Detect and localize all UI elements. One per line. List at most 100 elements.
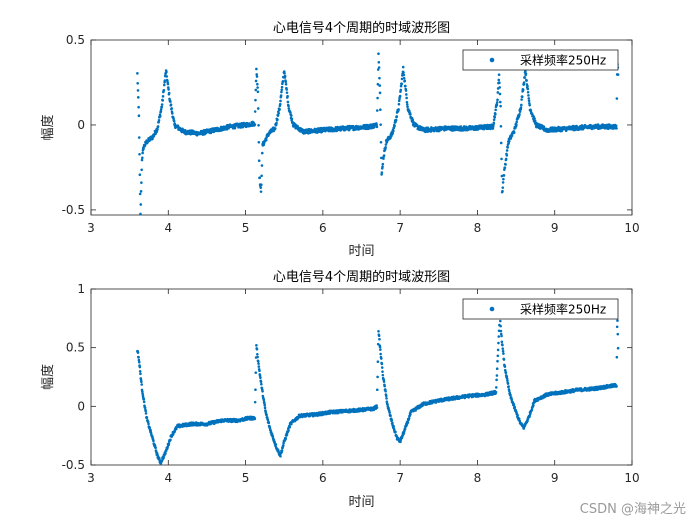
- top-data-point: [405, 100, 409, 104]
- top-data-point: [233, 126, 237, 130]
- top-data-point: [498, 81, 501, 85]
- top-data-point: [501, 189, 504, 193]
- top-data-point: [377, 66, 381, 69]
- top-data-point: [378, 84, 382, 87]
- bottom-data-point: [262, 398, 266, 402]
- top-data-point: [507, 141, 510, 145]
- top-data-point: [494, 108, 497, 112]
- bottom-data-point: [257, 362, 260, 365]
- top-chart-title: 心电信号4个周期的时域波形图: [273, 20, 450, 36]
- bottom-data-point: [268, 426, 272, 430]
- bottom-data-point: [376, 360, 380, 363]
- top-data-point: [506, 146, 510, 149]
- bottom-data-point: [377, 334, 381, 338]
- top-data-point: [276, 118, 279, 121]
- top-data-point: [260, 164, 264, 167]
- top-x-tick-label: 6: [319, 221, 327, 235]
- bottom-data-point: [507, 385, 510, 388]
- top-data-point: [520, 103, 523, 107]
- top-data-point: [260, 183, 263, 187]
- top-data-point: [522, 83, 526, 86]
- bottom-data-point: [254, 371, 258, 374]
- top-data-point: [526, 87, 530, 91]
- top-data-point: [402, 73, 406, 77]
- bottom-data-point: [380, 362, 384, 366]
- top-data-point: [318, 129, 322, 132]
- bottom-data-point: [409, 413, 412, 416]
- top-data-point: [166, 82, 170, 86]
- top-data-point: [515, 120, 518, 124]
- top-data-point: [505, 154, 509, 157]
- top-data-point: [275, 121, 278, 125]
- top-data-point: [257, 159, 261, 163]
- bottom-data-point: [375, 404, 378, 407]
- top-data-point: [141, 151, 144, 155]
- top-data-point: [254, 98, 257, 102]
- bottom-y-tick-label: 0.5: [66, 341, 85, 355]
- bottom-data-point: [383, 384, 386, 388]
- bottom-data-point: [263, 401, 266, 405]
- bottom-data-point: [385, 397, 388, 400]
- top-data-point: [515, 123, 518, 127]
- bottom-legend-label: 采样频率250Hz: [520, 302, 606, 317]
- top-data-point: [528, 101, 531, 105]
- bottom-data-point: [499, 332, 503, 336]
- top-data-point: [258, 176, 262, 179]
- bottom-data-point: [388, 411, 391, 414]
- top-legend-label: 采样频率250Hz: [520, 53, 606, 68]
- top-data-point: [257, 123, 260, 127]
- top-data-point: [253, 110, 257, 113]
- top-data-point: [406, 105, 409, 109]
- top-data-point: [139, 203, 143, 206]
- top-data-point: [260, 174, 263, 178]
- bottom-data-point: [382, 380, 386, 383]
- bottom-data-point: [391, 421, 394, 425]
- top-x-tick-label: 3: [87, 221, 95, 235]
- top-data-point: [138, 173, 142, 176]
- top-data-point: [256, 86, 259, 89]
- bottom-legend-box: [462, 298, 619, 320]
- bottom-data-point: [255, 344, 258, 347]
- bottom-data-point: [169, 438, 172, 442]
- bottom-chart-title: 心电信号4个周期的时域波形图: [273, 269, 450, 285]
- bottom-data-point: [375, 388, 379, 392]
- top-data-point: [159, 107, 163, 111]
- top-data-point: [528, 103, 531, 107]
- bottom-data-point: [386, 402, 389, 406]
- top-data-point: [492, 123, 495, 127]
- bottom-data-point: [279, 454, 282, 458]
- top-data-point: [289, 111, 292, 114]
- top-data-point: [615, 97, 619, 100]
- bottom-data-point: [495, 378, 498, 382]
- top-data-point: [381, 162, 385, 166]
- top-data-point: [165, 70, 168, 74]
- top-data-point: [254, 79, 258, 83]
- bottom-data-point: [499, 324, 502, 328]
- top-data-point: [286, 94, 289, 98]
- top-data-point: [379, 108, 382, 112]
- bottom-data-point: [517, 417, 521, 420]
- top-data-point: [169, 100, 172, 103]
- top-data-point: [287, 107, 291, 110]
- top-data-point: [161, 95, 165, 98]
- top-data-point: [170, 107, 173, 110]
- bottom-data-point: [137, 358, 141, 362]
- top-data-point: [278, 107, 281, 111]
- top-data-point: [518, 110, 522, 113]
- top-data-point: [525, 79, 528, 82]
- top-data-point: [526, 84, 529, 88]
- top-data-point: [498, 92, 502, 96]
- top-data-point: [140, 158, 144, 162]
- bottom-y-tick-label: 0: [77, 399, 85, 413]
- top-data-point: [409, 113, 412, 116]
- bottom-data-point: [256, 352, 259, 356]
- top-data-point: [255, 73, 258, 76]
- top-data-point: [136, 82, 139, 85]
- top-data-point: [408, 109, 411, 113]
- top-data-point: [259, 186, 263, 189]
- bottom-data-point: [502, 352, 505, 355]
- bottom-data-point: [616, 319, 619, 322]
- top-data-point: [401, 65, 405, 69]
- top-data-point: [492, 118, 496, 122]
